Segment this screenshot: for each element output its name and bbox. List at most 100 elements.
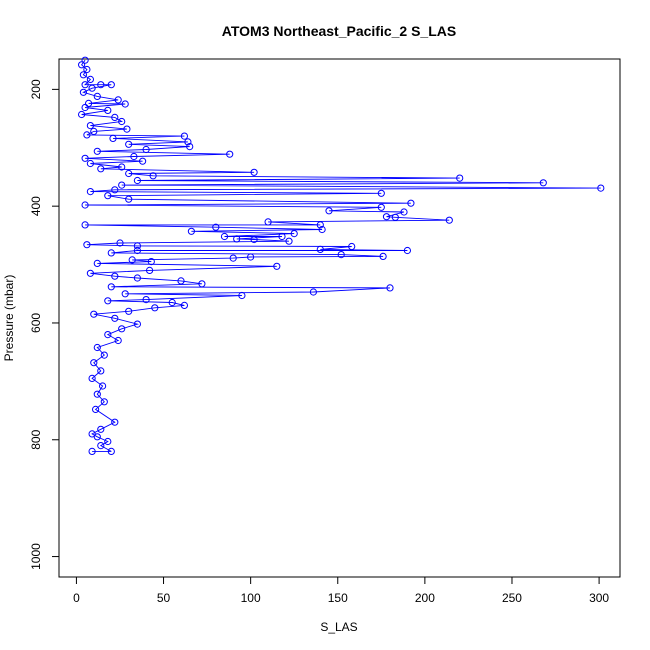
data-point (81, 221, 89, 229)
data-point (250, 168, 258, 176)
data-point (133, 246, 141, 255)
data-point (90, 359, 98, 367)
x-tick-label: 150 (328, 591, 348, 605)
data-point (177, 277, 185, 285)
data-point (125, 307, 133, 315)
x-tick-label: 250 (502, 591, 522, 605)
data-point (377, 189, 385, 197)
x-axis: 0 50 100 150 200 250 300 (73, 576, 609, 605)
data-point (100, 351, 108, 359)
data-point (316, 221, 324, 229)
data-point (118, 117, 126, 126)
y-axis: 200 400 600 800 1000 (29, 79, 60, 570)
data-point (142, 296, 150, 304)
data-point (93, 92, 101, 101)
data-point (348, 242, 356, 251)
data-point (93, 343, 101, 352)
data-point (81, 154, 89, 162)
data-point (88, 447, 96, 455)
data-point (316, 245, 324, 253)
x-tick-label: 0 (73, 591, 80, 605)
y-tick-label: 400 (29, 196, 43, 216)
data-point (93, 259, 101, 267)
data-point (99, 382, 107, 390)
data-point (273, 262, 281, 270)
data-point (97, 165, 105, 173)
data-point (118, 325, 126, 333)
data-point (456, 174, 464, 182)
data-point (139, 157, 147, 165)
data-point (168, 298, 176, 307)
data-point (123, 125, 131, 133)
data-point (104, 331, 112, 339)
data-point (147, 258, 155, 266)
data-point (97, 367, 105, 375)
data-layer (78, 56, 605, 455)
data-point (597, 184, 605, 192)
x-tick-label: 50 (157, 591, 171, 605)
chart-title: ATOM3 Northeast_Pacific_2 S_LAS (222, 23, 456, 39)
data-point (111, 113, 119, 122)
data-point (86, 188, 95, 196)
data-point (180, 132, 188, 140)
data-point (133, 274, 141, 282)
data-point (118, 181, 126, 189)
data-point (400, 208, 408, 216)
data-point (229, 254, 237, 262)
y-tick-label: 800 (29, 429, 43, 449)
data-point (386, 284, 394, 292)
data-point (318, 225, 326, 234)
data-point (118, 163, 126, 171)
data-point (238, 291, 246, 300)
data-point (125, 169, 133, 178)
data-point (121, 290, 129, 298)
data-point (78, 61, 86, 69)
data-point (377, 203, 385, 211)
y-tick-label: 600 (29, 313, 43, 333)
data-point (81, 56, 89, 64)
data-point (309, 288, 317, 296)
data-point (379, 252, 387, 260)
data-point (212, 223, 220, 231)
data-point (539, 179, 547, 187)
data-point (86, 269, 95, 277)
data-point (278, 232, 286, 241)
data-point (107, 249, 115, 257)
data-point (90, 310, 98, 318)
data-point (121, 100, 129, 108)
data-point (97, 81, 105, 89)
data-point (83, 241, 91, 249)
data-point (81, 103, 89, 112)
data-point (111, 272, 119, 280)
data-point (79, 88, 88, 96)
data-point (88, 84, 96, 92)
data-point (111, 186, 119, 194)
data-point (114, 96, 122, 104)
data-point (198, 280, 206, 288)
plot-area-frame (58, 58, 621, 578)
data-point (403, 246, 411, 255)
data-point (97, 425, 105, 433)
data-point (128, 256, 136, 264)
data-point (226, 150, 234, 158)
x-tick-label: 100 (241, 591, 261, 605)
data-point (133, 242, 141, 250)
data-point (107, 447, 115, 455)
data-point (391, 213, 399, 221)
data-point (111, 418, 119, 426)
data-point (104, 297, 112, 305)
data-point (382, 213, 391, 221)
data-point (88, 374, 96, 382)
y-tick-label: 200 (29, 79, 43, 99)
data-point (93, 147, 101, 155)
data-point (83, 131, 91, 139)
data-point (114, 336, 122, 345)
data-point (337, 251, 345, 259)
data-point (116, 239, 124, 247)
y-axis-label: Pressure (mbar) (2, 275, 16, 362)
data-point (109, 134, 117, 142)
data-point (151, 304, 159, 312)
data-point (220, 232, 229, 241)
data-point (104, 106, 112, 115)
data-point (133, 176, 141, 185)
